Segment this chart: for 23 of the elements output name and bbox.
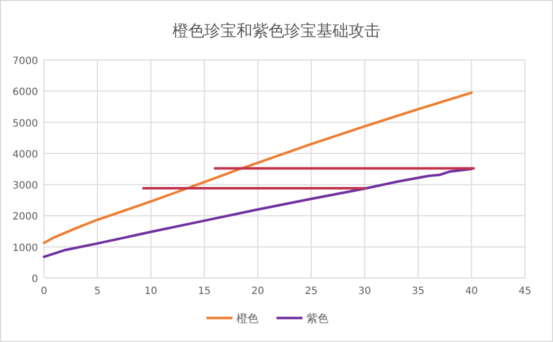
x-tick-label: 35 <box>412 286 424 297</box>
chart-title: 橙色珍宝和紫色珍宝基础攻击 <box>172 21 380 40</box>
x-tick-label: 25 <box>304 286 318 297</box>
y-tick-label: 6000 <box>12 87 38 98</box>
x-tick-label: 30 <box>358 286 372 297</box>
y-tick-label: 1000 <box>12 242 38 254</box>
x-tick-label: 5 <box>94 286 101 297</box>
x-tick-label: 0 <box>40 286 48 297</box>
line-series <box>42 168 473 258</box>
x-tick-label: 40 <box>465 286 478 297</box>
y-tick-label: 2000 <box>12 212 38 223</box>
line-series <box>42 91 473 244</box>
x-tick-label: 20 <box>251 286 264 297</box>
y-tick-label: 0 <box>32 274 38 285</box>
x-tick-label: 15 <box>198 286 211 297</box>
legend-label: 橙色 <box>236 312 258 325</box>
x-tick-label: 45 <box>518 286 532 297</box>
y-tick-label: 3000 <box>12 180 38 192</box>
legend-label: 紫色 <box>306 312 328 325</box>
y-tick-label: 4000 <box>12 149 38 160</box>
y-tick-label: 7000 <box>12 56 38 67</box>
y-tick-label: 5000 <box>12 118 38 130</box>
x-tick-label: 10 <box>144 286 158 297</box>
